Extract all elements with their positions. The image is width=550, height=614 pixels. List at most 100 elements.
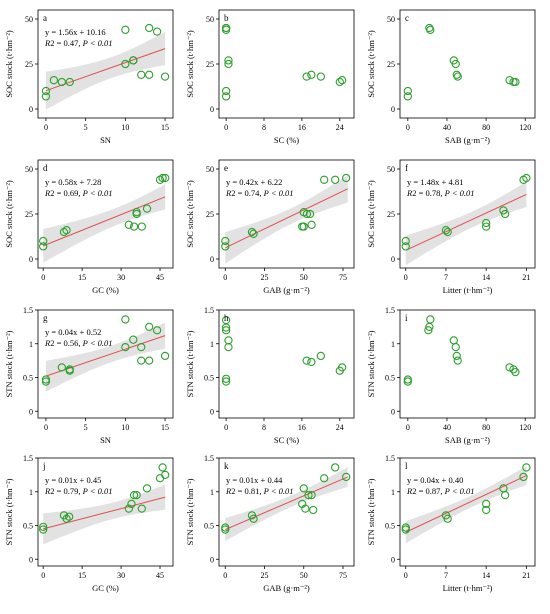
y-tick-label: 1 bbox=[210, 340, 214, 349]
y-tick-label: 0.5 bbox=[23, 374, 33, 383]
data-point bbox=[39, 236, 48, 246]
y-axis-label: SOC stock (t·hm⁻²) bbox=[366, 180, 376, 248]
data-point bbox=[137, 356, 146, 365]
data-point bbox=[519, 472, 528, 482]
data-point bbox=[158, 463, 167, 472]
panel-label: i bbox=[405, 313, 408, 323]
data-point bbox=[221, 242, 230, 251]
x-tick-label: 0 bbox=[224, 423, 228, 432]
x-tick-label: 0 bbox=[406, 423, 410, 432]
data-point bbox=[320, 175, 329, 184]
y-tick-label: 50 bbox=[206, 15, 214, 24]
data-point bbox=[307, 70, 316, 79]
data-point bbox=[221, 326, 231, 335]
data-point bbox=[62, 226, 71, 235]
y-tick-label: 0 bbox=[210, 105, 214, 114]
regression-stats: R2 = 0.87, P < 0.01 bbox=[406, 486, 475, 496]
data-point bbox=[309, 505, 318, 515]
r2-value: 2 = 0.74, bbox=[231, 188, 263, 198]
x-tick-label: 40 bbox=[443, 123, 451, 132]
y-tick-label: 0 bbox=[391, 407, 395, 416]
data-point bbox=[224, 59, 233, 69]
data-point bbox=[342, 472, 351, 482]
data-point bbox=[505, 363, 514, 372]
data-point bbox=[121, 315, 130, 324]
p-value: P < 0.01 bbox=[82, 338, 113, 348]
x-tick-label: 50 bbox=[300, 273, 308, 282]
data-point bbox=[307, 490, 316, 500]
panel-label: f bbox=[405, 163, 408, 173]
data-point bbox=[426, 315, 435, 324]
panel-label: k bbox=[224, 461, 229, 471]
data-point bbox=[124, 504, 134, 513]
data-point bbox=[57, 363, 66, 372]
x-tick-label: 10 bbox=[121, 423, 129, 432]
regression-line bbox=[405, 475, 527, 533]
y-tick-label: 1 bbox=[210, 488, 214, 497]
data-point bbox=[145, 70, 154, 79]
y-axis-label: STN stock (t·hm⁻²) bbox=[185, 478, 195, 545]
r2-value: 2 = 0.56, bbox=[50, 338, 82, 348]
panel-label: c bbox=[405, 13, 409, 23]
data-point bbox=[62, 514, 71, 523]
y-axis-label: SOC stock (t·hm⁻²) bbox=[185, 30, 195, 98]
x-tick-label: 0 bbox=[224, 123, 228, 132]
p-value: P < 0.01 bbox=[444, 188, 475, 198]
panel-g: 0 5 10 15 0 0.5 1 1.5 SN STN stock (t·hm⁻²) g y = 0… bbox=[4, 306, 174, 445]
y-tick-label: 1.5 bbox=[23, 454, 33, 463]
y-axis-label: STN stock (t·hm⁻²) bbox=[4, 478, 14, 545]
y-tick-label: 0 bbox=[29, 555, 33, 564]
p-value: P < 0.01 bbox=[82, 188, 113, 198]
panel-f: 0 7 14 21 0 25 50 Litter (t·hm⁻²) SOC stock (t·h… bbox=[366, 159, 536, 295]
data-point bbox=[441, 226, 451, 235]
data-point bbox=[338, 76, 347, 85]
y-tick-label: 25 bbox=[25, 210, 33, 219]
panel-k: 0 25 50 75 0 0.5 1 1.5 GAB (g·m⁻²) STN stock (t·h… bbox=[185, 454, 355, 593]
x-tick-label: 75 bbox=[339, 273, 347, 282]
x-tick-label: 120 bbox=[519, 123, 531, 132]
x-tick-label: 8 bbox=[262, 423, 266, 432]
r2-symbol: R bbox=[44, 38, 51, 48]
panel-label: j bbox=[42, 461, 46, 471]
confidence-band bbox=[225, 467, 348, 541]
data-point bbox=[221, 374, 231, 383]
data-point bbox=[307, 357, 316, 367]
regression-equation: y = 0.04x + 0.40 bbox=[407, 475, 463, 485]
regression-line bbox=[45, 48, 166, 92]
y-tick-label: 50 bbox=[25, 165, 33, 174]
x-tick-label: 21 bbox=[522, 571, 530, 580]
data-point bbox=[452, 351, 461, 361]
data-point bbox=[500, 490, 510, 500]
data-point bbox=[302, 72, 311, 81]
x-tick-label: 0 bbox=[406, 123, 410, 132]
regression-equation: y = 1.48x + 4.81 bbox=[407, 177, 463, 187]
data-point bbox=[129, 335, 138, 344]
y-tick-label: 0.5 bbox=[385, 374, 395, 383]
p-value: P < 0.01 bbox=[82, 486, 113, 496]
x-axis-label: GC (%) bbox=[92, 583, 119, 593]
y-tick-label: 50 bbox=[25, 15, 33, 24]
y-tick-label: 0 bbox=[391, 555, 395, 564]
panel-a: 0 5 10 15 0 25 50 SN SOC stock (t·hm⁻²) a y = 1.56… bbox=[4, 9, 174, 145]
data-point bbox=[152, 326, 162, 335]
y-tick-label: 1.5 bbox=[23, 306, 33, 315]
data-point bbox=[145, 322, 154, 332]
data-point bbox=[221, 315, 231, 325]
data-point bbox=[424, 326, 433, 335]
regression-line bbox=[43, 496, 166, 530]
x-tick-label: 0 bbox=[44, 123, 48, 132]
data-point bbox=[161, 470, 170, 480]
x-tick-label: 5 bbox=[84, 123, 88, 132]
r2-value: 2 = 0.81, bbox=[231, 486, 263, 496]
data-point bbox=[401, 236, 410, 246]
x-tick-label: 15 bbox=[78, 273, 86, 282]
r2-symbol: R bbox=[225, 486, 232, 496]
data-point bbox=[160, 72, 170, 81]
x-tick-label: 16 bbox=[298, 423, 306, 432]
data-point bbox=[224, 342, 233, 352]
x-tick-label: 75 bbox=[339, 571, 347, 580]
x-axis-label: SAB (g·m⁻²) bbox=[445, 135, 490, 145]
panel-e: 0 25 50 75 0 25 50 GAB (g·m⁻²) SOC stock (t·hm⁻²… bbox=[185, 159, 355, 295]
y-tick-label: 1 bbox=[29, 340, 33, 349]
x-tick-label: 14 bbox=[482, 571, 490, 580]
